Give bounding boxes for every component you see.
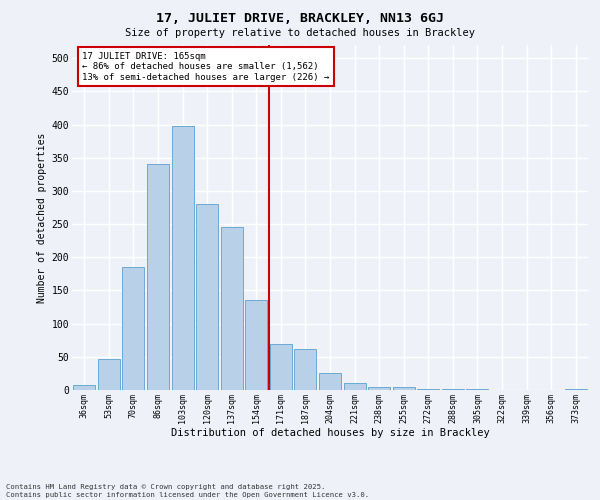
Bar xyxy=(295,349,316,390)
X-axis label: Distribution of detached houses by size in Brackley: Distribution of detached houses by size … xyxy=(170,428,490,438)
Bar xyxy=(147,164,169,390)
Bar xyxy=(221,227,243,390)
Text: 17 JULIET DRIVE: 165sqm
← 86% of detached houses are smaller (1,562)
13% of semi: 17 JULIET DRIVE: 165sqm ← 86% of detache… xyxy=(82,52,329,82)
Bar xyxy=(172,126,194,390)
Bar xyxy=(344,382,365,390)
Bar xyxy=(98,360,120,390)
Bar xyxy=(319,374,341,390)
Bar xyxy=(565,388,587,390)
Text: 17, JULIET DRIVE, BRACKLEY, NN13 6GJ: 17, JULIET DRIVE, BRACKLEY, NN13 6GJ xyxy=(156,12,444,26)
Bar xyxy=(196,204,218,390)
Bar xyxy=(245,300,268,390)
Bar xyxy=(270,344,292,390)
Bar xyxy=(122,266,145,390)
Text: Size of property relative to detached houses in Brackley: Size of property relative to detached ho… xyxy=(125,28,475,38)
Bar xyxy=(392,388,415,390)
Y-axis label: Number of detached properties: Number of detached properties xyxy=(37,132,47,302)
Bar xyxy=(417,388,439,390)
Text: Contains HM Land Registry data © Crown copyright and database right 2025.
Contai: Contains HM Land Registry data © Crown c… xyxy=(6,484,369,498)
Bar xyxy=(368,386,390,390)
Bar xyxy=(73,384,95,390)
